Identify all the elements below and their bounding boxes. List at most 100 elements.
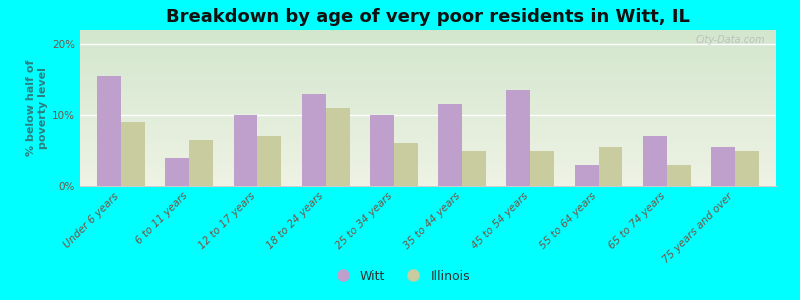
Bar (80, 120, 776, 122)
Bar (80, 40, 776, 42)
Bar (80, 170, 776, 172)
Bar (80, 73, 776, 75)
Bar (80, 143, 776, 145)
Bar (166, 158, 189, 186)
Bar (80, 180, 776, 182)
Bar (574, 165, 598, 186)
Bar (80, 139, 776, 141)
Bar (80, 125, 776, 128)
Bar (667, 165, 690, 186)
Bar (80, 79, 776, 81)
Bar (80, 91, 776, 92)
Bar (80, 104, 776, 106)
Bar (80, 96, 776, 98)
Bar (80, 94, 776, 96)
Bar (80, 61, 776, 63)
Bar (80, 112, 776, 114)
Bar (80, 130, 776, 131)
Bar (80, 71, 776, 73)
Bar (530, 151, 554, 186)
Bar (80, 69, 776, 71)
Bar (80, 159, 776, 161)
Bar (80, 155, 776, 157)
Bar (80, 32, 776, 34)
Bar (80, 57, 776, 59)
Bar (80, 36, 776, 38)
Bar (258, 136, 282, 186)
Bar (80, 102, 776, 104)
Bar (80, 176, 776, 178)
Bar (80, 128, 776, 129)
Bar (80, 82, 776, 85)
Bar (80, 85, 776, 86)
Bar (80, 98, 776, 100)
Bar (80, 122, 776, 124)
Bar (80, 46, 776, 47)
Bar (80, 75, 776, 77)
Bar (80, 30, 776, 32)
Bar (80, 137, 776, 139)
Bar (80, 114, 776, 116)
Bar (80, 124, 776, 125)
Bar (80, 163, 776, 164)
Bar (80, 110, 776, 112)
Bar (80, 145, 776, 147)
Bar (80, 169, 776, 170)
Bar (80, 182, 776, 184)
Bar (80, 42, 776, 43)
Bar (80, 34, 776, 36)
Bar (80, 131, 776, 133)
Bar (80, 108, 776, 110)
Bar (80, 53, 776, 55)
Bar (394, 143, 418, 186)
Bar (370, 115, 394, 186)
Bar (80, 172, 776, 174)
Legend: Witt, Illinois: Witt, Illinois (325, 265, 475, 288)
Title: Breakdown by age of very poor residents in Witt, IL: Breakdown by age of very poor residents … (166, 8, 690, 26)
Bar (80, 38, 776, 40)
Bar (80, 151, 776, 153)
Bar (80, 174, 776, 176)
Bar (80, 88, 776, 90)
Bar (121, 122, 145, 186)
Bar (598, 147, 622, 186)
Bar (80, 59, 776, 61)
Bar (80, 157, 776, 159)
Bar (80, 47, 776, 50)
Bar (326, 108, 350, 186)
Bar (506, 90, 530, 186)
Bar (80, 116, 776, 118)
Bar (80, 178, 776, 180)
Bar (189, 140, 213, 186)
Bar (80, 100, 776, 102)
Bar (80, 81, 776, 82)
Bar (80, 167, 776, 168)
Bar (80, 44, 776, 46)
Bar (80, 86, 776, 88)
Bar (80, 55, 776, 57)
Bar (80, 106, 776, 108)
Bar (80, 147, 776, 149)
Bar (80, 77, 776, 79)
Bar (234, 115, 258, 186)
Bar (80, 52, 776, 53)
Bar (80, 92, 776, 94)
Bar (97, 76, 121, 186)
Bar (80, 67, 776, 69)
Bar (462, 151, 486, 186)
Bar (80, 153, 776, 155)
Bar (80, 118, 776, 120)
Bar (80, 184, 776, 186)
Bar (735, 151, 759, 186)
Y-axis label: % below half of
poverty level: % below half of poverty level (26, 60, 48, 156)
Bar (80, 164, 776, 166)
Bar (80, 135, 776, 137)
Bar (80, 50, 776, 51)
Bar (302, 94, 326, 186)
Bar (80, 161, 776, 163)
Bar (80, 63, 776, 65)
Bar (643, 136, 667, 186)
Text: City-Data.com: City-Data.com (696, 35, 766, 45)
Bar (80, 133, 776, 135)
Bar (80, 65, 776, 67)
